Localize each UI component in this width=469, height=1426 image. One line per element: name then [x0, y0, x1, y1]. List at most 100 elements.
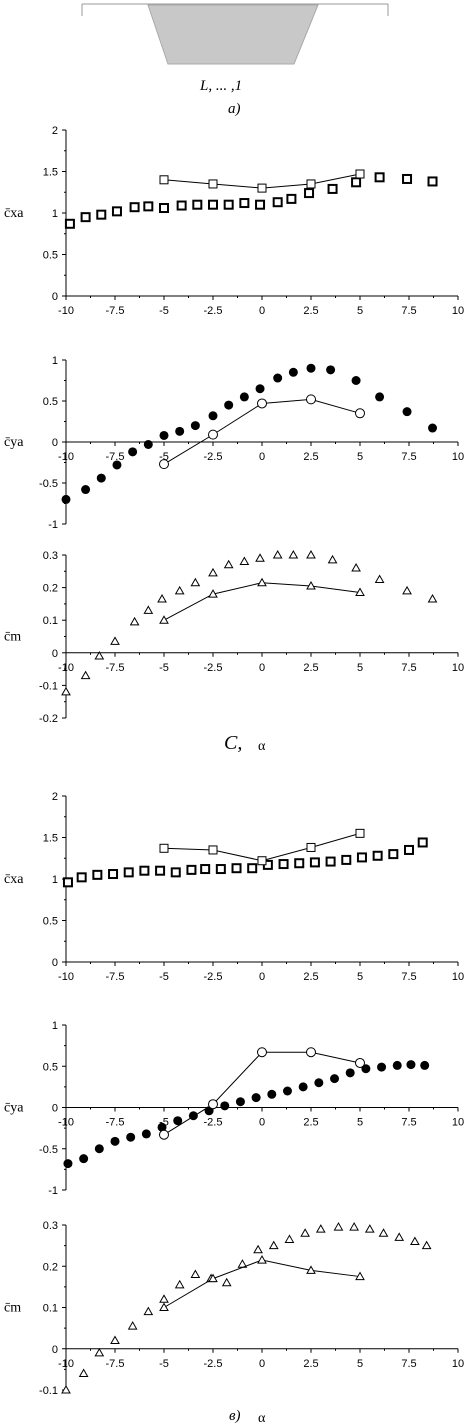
data-point [76, 872, 87, 883]
x-tick-label: 2.5 [303, 1117, 318, 1129]
y-tick-label: -0.5 [39, 478, 58, 490]
data-point [159, 1294, 169, 1303]
data-point [361, 1064, 371, 1074]
data-point [174, 1279, 185, 1289]
series-0 [64, 172, 438, 229]
x-tick-label: 10 [452, 971, 464, 983]
data-point [170, 867, 181, 878]
data-point [159, 459, 169, 470]
series-1 [159, 394, 365, 470]
data-point [417, 837, 428, 848]
data-point [273, 373, 283, 383]
x-tick-label: 7.5 [401, 1358, 416, 1370]
y-tick-label: 0.5 [43, 916, 58, 928]
y-tick-label: -0.2 [39, 713, 58, 725]
data-point [208, 199, 218, 210]
data-point [257, 1255, 267, 1264]
x-tick-label: -5 [159, 305, 169, 317]
data-point [374, 172, 385, 183]
data-point [127, 1321, 138, 1330]
data-point [239, 556, 250, 566]
data-point [231, 863, 242, 874]
data-point [306, 842, 316, 852]
data-point [223, 199, 234, 210]
data-point [251, 1093, 261, 1103]
x-tick-label: 2.5 [303, 451, 318, 463]
sketch-dimension-label: L, ... ,1 [199, 78, 242, 94]
data-point [190, 577, 201, 587]
chart-c-3: -0.1 0 0.1 0.2 0.3 -10 -7.5 -5 -2.5 0 2.5 5 7.5 10 c̄m… [4, 1220, 464, 1426]
y-tick-label: 1.5 [43, 167, 58, 179]
y-tick-label: 0.2 [43, 583, 58, 595]
data-point [372, 850, 383, 861]
chart-c-1: 0 0.5 1 1.5 2 -10 -7.5 -5 -2.5 0 2.5 5 7.5 10 c̄xa [4, 791, 464, 983]
data-point [94, 1144, 104, 1154]
data-point [208, 845, 218, 855]
x-tick-label: -2.5 [204, 1358, 223, 1370]
data-point [64, 218, 75, 229]
y-tick-label: 0.5 [43, 1061, 58, 1073]
x-tick-label: 0 [259, 662, 265, 674]
data-point [427, 176, 438, 187]
x-tick-label: 7.5 [401, 1117, 416, 1129]
x-tick-label: -10 [58, 1358, 74, 1370]
data-point [355, 1271, 365, 1281]
data-point [123, 867, 134, 878]
chart-b-3: -0.2 -0.1 0 0.1 0.2 0.3 -10 -7.5 -5 -2.5 0 2.5 5 7.5 1… [4, 549, 464, 754]
charts: 00.511.52-10 -7.5 -5 -2.5 0 2.5 5 7.5 10c̄xa-1-0… [4, 125, 464, 1426]
data-point [78, 1368, 89, 1377]
x-tick-label: -7.5 [106, 971, 125, 983]
data-point [190, 1269, 201, 1278]
x-tick-label: 2.5 [303, 662, 318, 674]
y-tick-label: 2 [52, 791, 58, 803]
data-point [349, 1222, 359, 1231]
x-tick-label: -5 [159, 451, 169, 463]
data-point [257, 1047, 267, 1058]
data-point [79, 1154, 89, 1164]
y-tick-label: 0 [52, 291, 58, 303]
data-point [268, 1240, 279, 1250]
data-point [208, 589, 218, 598]
data-point [61, 686, 71, 696]
series-1 [159, 1047, 365, 1140]
y-tick-label: -1 [48, 1185, 58, 1197]
y-axis-label: c̄ya [4, 435, 24, 450]
data-point [306, 580, 316, 590]
data-point [143, 439, 153, 449]
x-tick-label: 7.5 [401, 451, 416, 463]
data-point [157, 594, 167, 603]
x-axis-label: α [258, 739, 266, 754]
data-point [341, 854, 352, 865]
data-point [159, 1302, 169, 1311]
x-tick-label: -2.5 [204, 971, 223, 983]
data-point [110, 1136, 120, 1146]
x-tick-label: -7.5 [106, 305, 125, 317]
y-tick-label: 2 [52, 125, 58, 137]
data-point [239, 392, 249, 402]
data-point [143, 201, 154, 212]
y-tick-label: 1 [52, 874, 58, 886]
data-point [333, 1222, 344, 1231]
data-point [173, 1116, 183, 1126]
y-tick-label: -0.1 [39, 680, 58, 692]
series-0 [61, 549, 438, 696]
data-point [282, 1086, 292, 1096]
data-point [223, 559, 234, 569]
data-point [157, 1122, 167, 1132]
chart-b-1: 0 0.5 1 1.5 2 -10 -7.5 -5 -2.5 0 2.5 5 7.5 10 c̄xa [4, 125, 464, 317]
data-point [327, 183, 338, 194]
data-point [288, 549, 299, 559]
data-point [61, 1384, 71, 1394]
data-point [356, 852, 367, 863]
data-point [306, 549, 316, 559]
data-point [306, 363, 316, 373]
data-point [221, 1277, 232, 1287]
x-tick-label: -7.5 [106, 1358, 125, 1370]
data-point [294, 858, 305, 869]
data-point [61, 494, 71, 504]
data-point [278, 859, 289, 870]
data-point [159, 430, 169, 440]
data-point [257, 183, 267, 193]
x-tick-label: 2.5 [303, 305, 318, 317]
data-point [327, 554, 338, 564]
